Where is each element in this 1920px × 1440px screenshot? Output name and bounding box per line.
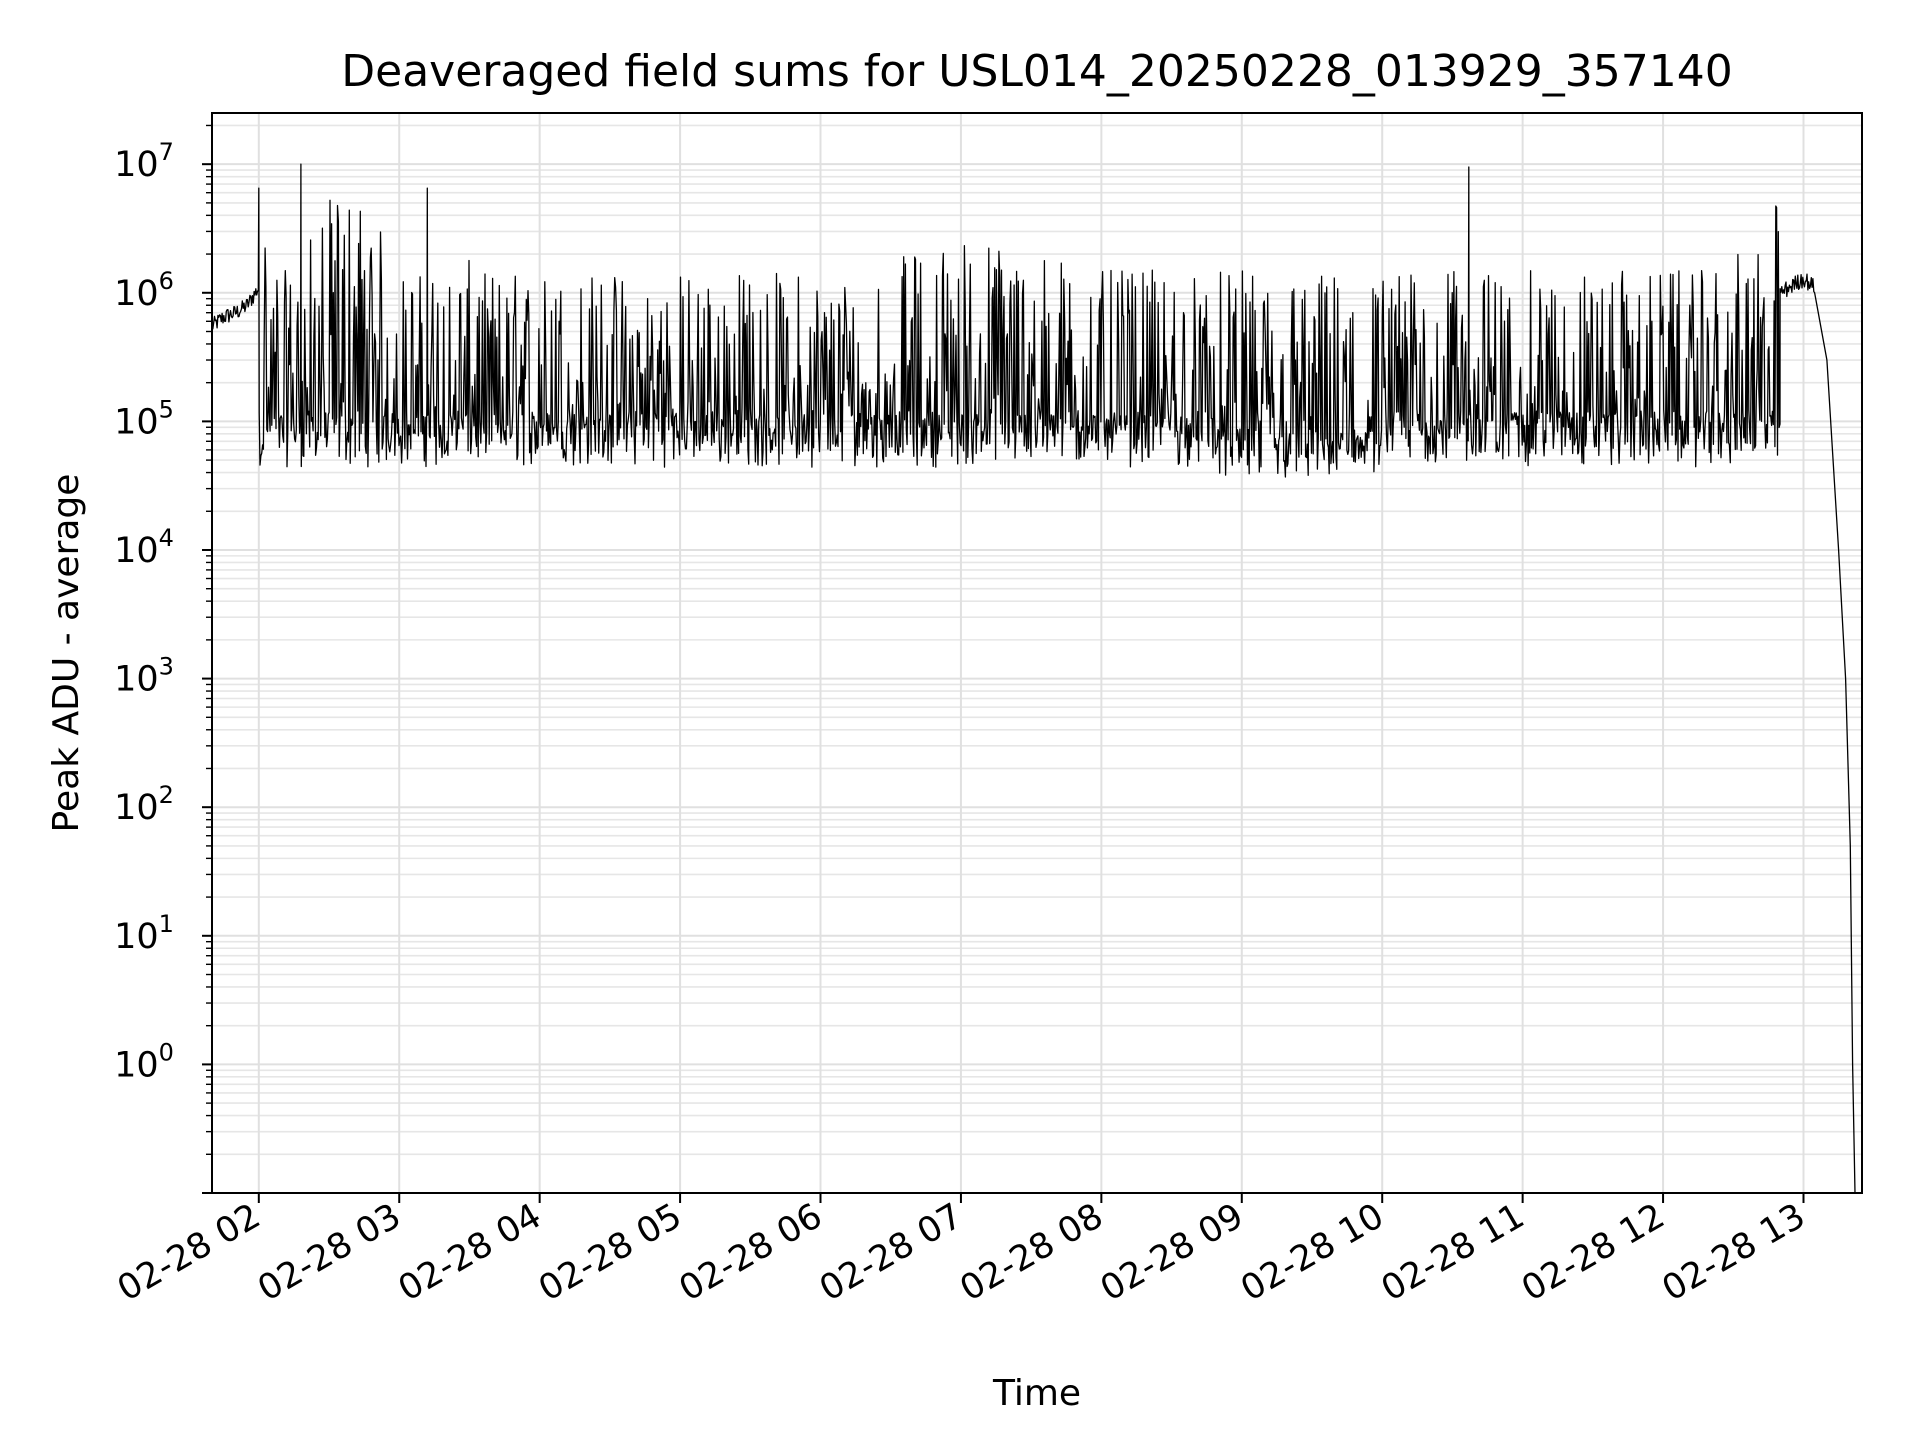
series-line [211, 163, 1856, 1194]
x-axis-label: Time [992, 1373, 1081, 1414]
x-tick-label: 02-28 09 [1094, 1196, 1250, 1309]
x-tick-label: 02-28 04 [392, 1196, 548, 1309]
x-tick-label: 02-28 11 [1375, 1196, 1531, 1309]
x-tick-label: 02-28 06 [673, 1196, 829, 1309]
y-tick-label: 103 [114, 653, 174, 700]
y-tick-label: 106 [114, 267, 174, 314]
grid [212, 113, 1862, 1194]
chart-title: Deaveraged field sums for USL014_2025022… [341, 46, 1733, 97]
x-tick-label: 02-28 07 [813, 1196, 969, 1309]
x-tick-label: 02-28 08 [954, 1196, 1110, 1309]
y-tick-label: 101 [114, 910, 174, 957]
x-tick-label: 02-28 03 [251, 1196, 407, 1309]
y-tick-label: 107 [114, 138, 174, 185]
data-series [211, 163, 1856, 1194]
y-axis-label: Peak ADU - average [46, 474, 87, 833]
y-tick-label: 105 [114, 395, 174, 442]
x-tick-label: 02-28 05 [532, 1196, 688, 1309]
plot-frame [211, 112, 1863, 1194]
x-tick-label: 02-28 10 [1234, 1196, 1390, 1309]
x-tick-label: 02-28 02 [111, 1196, 267, 1309]
x-tick-label: 02-28 12 [1515, 1196, 1671, 1309]
x-tick-label: 02-28 13 [1656, 1196, 1812, 1309]
y-tick-label: 102 [114, 781, 174, 828]
y-tick-label: 100 [114, 1038, 174, 1085]
y-tick-label: 104 [114, 524, 174, 571]
